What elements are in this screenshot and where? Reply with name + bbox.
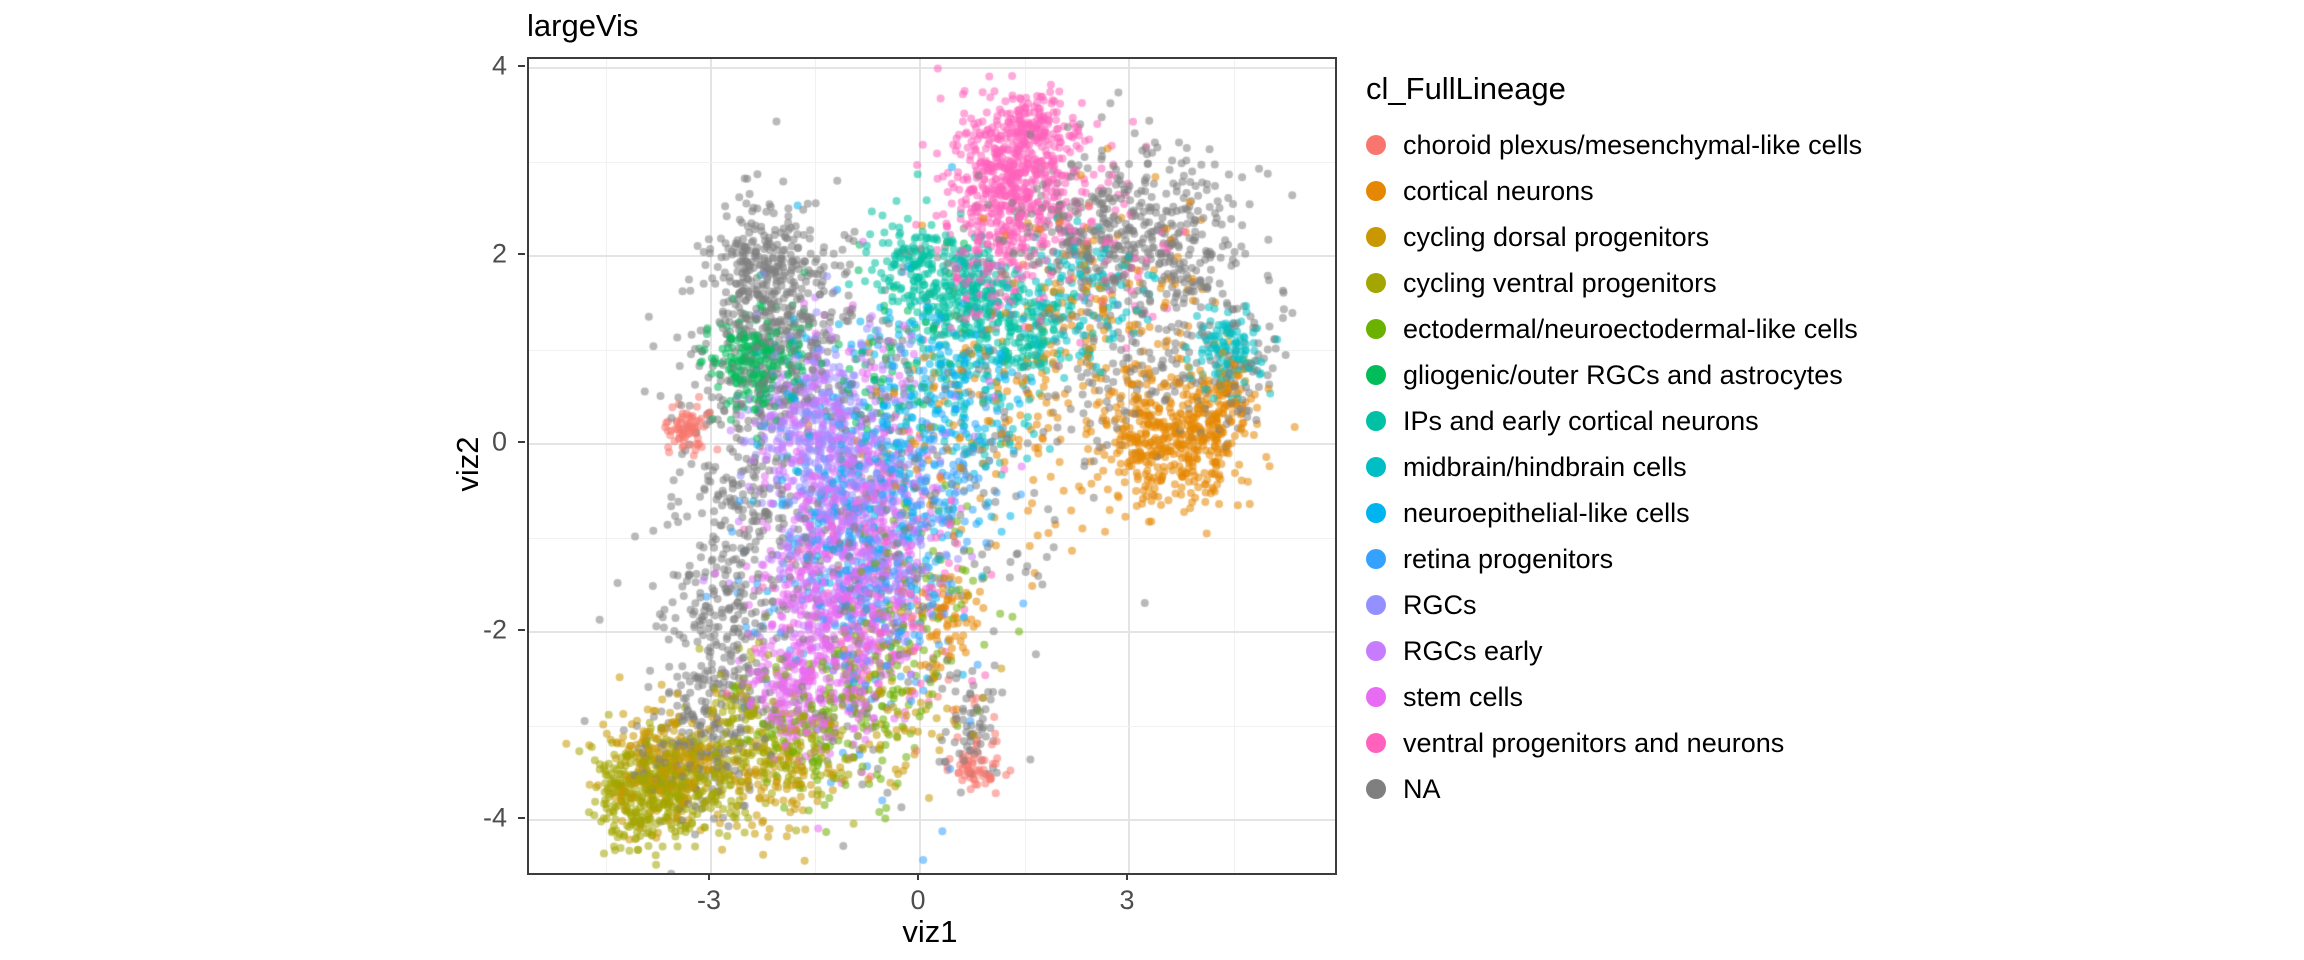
- legend-item: IPs and early cortical neurons: [1366, 398, 1862, 444]
- legend-item: ectodermal/neuroectodermal-like cells: [1366, 306, 1862, 352]
- legend-item: choroid plexus/mesenchymal-like cells: [1366, 122, 1862, 168]
- legend-key-dot: [1366, 503, 1386, 523]
- legend-key-dot: [1366, 549, 1386, 569]
- legend: cl_FullLineage choroid plexus/mesenchyma…: [1366, 68, 1862, 812]
- legend-item-label: RGCs early: [1403, 635, 1543, 666]
- legend-key-dot: [1366, 319, 1386, 339]
- legend-item-label: neuroepithelial-like cells: [1403, 497, 1690, 528]
- y-tick-mark: [518, 629, 525, 631]
- legend-item-label: stem cells: [1403, 681, 1524, 712]
- legend-items: choroid plexus/mesenchymal-like cells cor…: [1366, 122, 1862, 812]
- legend-item: RGCs early: [1366, 628, 1862, 674]
- legend-item: RGCs: [1366, 582, 1862, 628]
- y-tick-label: 2: [491, 238, 507, 269]
- legend-item-label: NA: [1403, 773, 1441, 804]
- legend-key-dot: [1366, 135, 1386, 155]
- x-tick-label: 0: [910, 885, 926, 915]
- x-tick-mark: [708, 873, 710, 880]
- legend-item: neuroepithelial-like cells: [1366, 490, 1862, 536]
- y-axis-title: viz2: [450, 436, 485, 492]
- legend-item-label: midbrain/hindbrain cells: [1403, 451, 1687, 482]
- legend-item: cycling ventral progenitors: [1366, 260, 1862, 306]
- legend-item-label: cortical neurons: [1403, 175, 1594, 206]
- legend-item: midbrain/hindbrain cells: [1366, 444, 1862, 490]
- legend-item-label: IPs and early cortical neurons: [1403, 405, 1759, 436]
- legend-item: gliogenic/outer RGCs and astrocytes: [1366, 352, 1862, 398]
- plot-panel-inner: [529, 59, 1335, 873]
- legend-item: NA: [1366, 766, 1862, 812]
- legend-key-dot: [1366, 457, 1386, 477]
- legend-item-label: gliogenic/outer RGCs and astrocytes: [1403, 359, 1843, 390]
- legend-item-label: choroid plexus/mesenchymal-like cells: [1403, 129, 1863, 160]
- legend-key-dot: [1366, 733, 1386, 753]
- plot-panel: [527, 57, 1337, 875]
- legend-item-label: retina progenitors: [1403, 543, 1614, 574]
- x-tick-label: 3: [1119, 885, 1135, 915]
- legend-key-dot: [1366, 411, 1386, 431]
- legend-key-dot: [1366, 273, 1386, 293]
- legend-item: ventral progenitors and neurons: [1366, 720, 1862, 766]
- legend-key-dot: [1366, 595, 1386, 615]
- x-tick-label: -3: [696, 885, 722, 915]
- x-axis-title: viz1: [902, 914, 958, 949]
- legend-key-dot: [1366, 779, 1386, 799]
- scatter-points-canvas: [529, 59, 1335, 873]
- legend-item-label: ventral progenitors and neurons: [1403, 727, 1785, 758]
- y-tick-mark: [518, 817, 525, 819]
- legend-key-dot: [1366, 687, 1386, 707]
- y-tick-mark: [518, 253, 525, 255]
- y-tick-label: 4: [491, 50, 507, 81]
- y-tick-mark: [518, 441, 525, 443]
- legend-key-dot: [1366, 641, 1386, 661]
- x-tick-mark: [917, 873, 919, 880]
- legend-key-dot: [1366, 227, 1386, 247]
- legend-key-dot: [1366, 181, 1386, 201]
- legend-item-label: cycling ventral progenitors: [1403, 267, 1717, 298]
- y-tick-label: 0: [491, 426, 507, 457]
- legend-item: retina progenitors: [1366, 536, 1862, 582]
- y-tick-label: -2: [482, 614, 507, 645]
- y-tick-label: -4: [482, 802, 507, 833]
- legend-title: cl_FullLineage: [1366, 71, 1566, 106]
- legend-item-label: ectodermal/neuroectodermal-like cells: [1403, 313, 1858, 344]
- legend-item-label: cycling dorsal progenitors: [1403, 221, 1710, 252]
- x-tick-mark: [1126, 873, 1128, 880]
- legend-item: cortical neurons: [1366, 168, 1862, 214]
- legend-item-label: RGCs: [1403, 589, 1477, 620]
- plot-title: largeVis: [527, 8, 639, 43]
- legend-item: stem cells: [1366, 674, 1862, 720]
- y-tick-mark: [518, 65, 525, 67]
- legend-key-dot: [1366, 365, 1386, 385]
- legend-item: cycling dorsal progenitors: [1366, 214, 1862, 260]
